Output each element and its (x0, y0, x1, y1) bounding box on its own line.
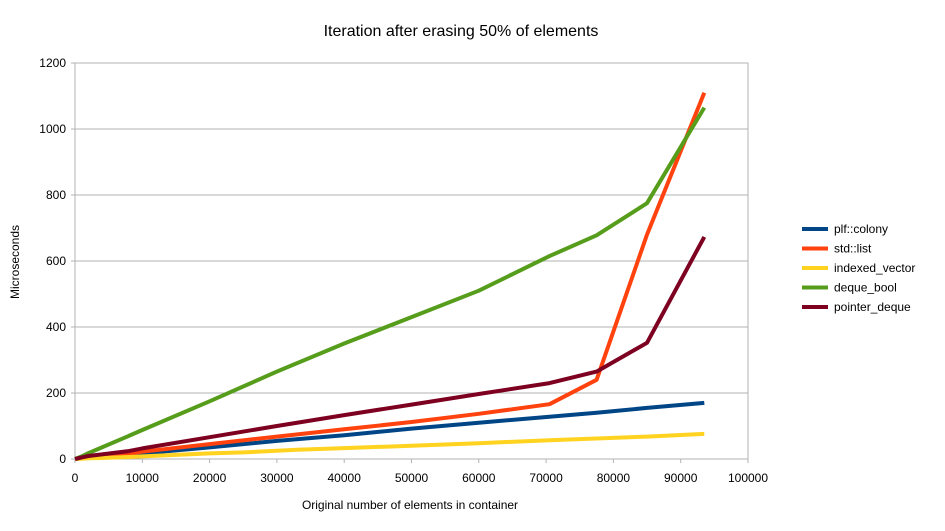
y-tick-label: 1200 (39, 56, 66, 70)
x-tick-label: 30000 (260, 471, 294, 485)
y-tick-label: 1000 (39, 122, 66, 136)
series-lines (74, 91, 707, 461)
y-tick-label: 200 (46, 386, 66, 400)
tick-labels: 0 10000 20000 30000 40000 50000 60000 70000 8000… (39, 56, 768, 485)
x-tick-label: 90000 (664, 471, 698, 485)
x-tick-label: 20000 (193, 471, 227, 485)
x-tick-label: 10000 (126, 471, 160, 485)
legend-label: std::list (834, 242, 872, 256)
x-tick-label: 40000 (328, 471, 362, 485)
x-tick-label: 50000 (395, 471, 429, 485)
legend-label: plf::colony (834, 222, 888, 236)
legend: plf::colonystd::listindexed_vectordeque_… (802, 222, 915, 314)
x-tick-label: 100000 (728, 471, 768, 485)
x-tick-label: 70000 (529, 471, 563, 485)
series-line-pointer-deque (74, 235, 707, 461)
y-tick-label: 0 (59, 452, 66, 466)
x-axis-label: Original number of elements in container (302, 498, 518, 512)
series-line-deque-bool (74, 106, 707, 461)
plot-area-frame (74, 62, 749, 460)
y-axis-label: Microseconds (8, 225, 22, 299)
x-tick-label: 0 (72, 471, 79, 485)
y-tick-label: 800 (46, 188, 66, 202)
legend-label: indexed_vector (834, 261, 915, 275)
y-tick-label: 400 (46, 320, 66, 334)
legend-label: deque_bool (834, 281, 897, 295)
x-tick-label: 80000 (597, 471, 631, 485)
chart-title: Iteration after erasing 50% of elements (324, 23, 599, 40)
series-line-indexed-vector (74, 431, 705, 461)
y-tick-label: 600 (46, 254, 66, 268)
x-tick-label: 60000 (462, 471, 496, 485)
legend-label: pointer_deque (834, 300, 911, 314)
